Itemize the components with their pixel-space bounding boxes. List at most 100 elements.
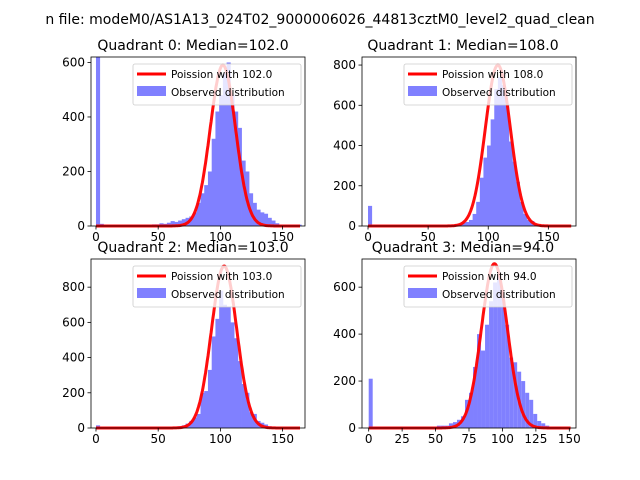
- histogram-bar: [241, 383, 246, 428]
- legend-bar-label: Observed distribution: [171, 289, 285, 301]
- histogram-bar: [263, 213, 269, 226]
- y-tick-label: 400: [62, 351, 85, 365]
- x-tick-label: 100: [477, 230, 500, 244]
- legend-line-label: Poission with 102.0: [171, 69, 272, 81]
- histogram-bar: [249, 412, 254, 428]
- subplot-quadrant-1: Quadrant 1: Median=108.0 0 50 100 150 0 200 40…: [333, 38, 577, 244]
- y-tick-label: 600: [62, 315, 85, 329]
- x-tick-label: 0: [364, 230, 372, 244]
- histogram-bar: [219, 290, 224, 428]
- x-tick-label: 150: [537, 230, 560, 244]
- histogram-bar: [260, 212, 265, 226]
- legend-box: [132, 63, 302, 106]
- y-tick-label: 0: [348, 421, 356, 435]
- histogram-bar: [526, 219, 531, 226]
- y-tick-label: 0: [77, 421, 85, 435]
- x-tick-label: 0: [365, 432, 373, 446]
- histogram-bar: [237, 361, 242, 428]
- figure-suptitle: n file: modeM0/AS1A13_024T02_9000006026_…: [45, 12, 594, 28]
- histogram-bar: [222, 304, 227, 428]
- histogram-bar: [204, 185, 209, 226]
- x-tick-label: 100: [491, 432, 514, 446]
- x-tick-label: 150: [558, 432, 581, 446]
- y-tick-label: 600: [333, 98, 356, 112]
- histogram-bar: [481, 350, 486, 428]
- legend-bar-swatch: [408, 86, 437, 96]
- subplot-title: Quadrant 3: Median=94.0: [372, 240, 554, 256]
- histogram-bar: [241, 160, 246, 226]
- legend-bar-swatch: [137, 86, 166, 96]
- histogram-bar: [207, 369, 213, 428]
- histogram-bar: [207, 171, 213, 226]
- histogram-bar: [267, 217, 272, 226]
- histogram-bar: [219, 95, 224, 226]
- histogram-bar: [200, 392, 205, 428]
- x-tick-label: 100: [209, 432, 232, 446]
- subplot-quadrant-2: Quadrant 2: Median=103.0 0 50 100 150 0 200 40…: [62, 240, 306, 446]
- histogram-bar: [537, 420, 542, 428]
- legend: Poission with 102.0 Observed distribution: [132, 63, 302, 106]
- histogram-bar: [497, 77, 502, 227]
- legend: Poission with 94.0 Observed distribution: [403, 265, 573, 308]
- histogram-bar: [204, 391, 209, 428]
- histogram-bar: [501, 85, 506, 226]
- y-tick-label: 0: [348, 219, 356, 233]
- subplot-title: Quadrant 1: Median=108.0: [367, 38, 558, 54]
- histogram-bar: [196, 202, 201, 226]
- histogram-bar: [493, 282, 498, 428]
- histogram-bar: [509, 357, 514, 428]
- histogram-bar: [222, 73, 227, 226]
- histogram-bar: [196, 413, 201, 428]
- legend-box: [403, 265, 573, 308]
- subplot-title: Quadrant 0: Median=102.0: [97, 38, 288, 54]
- histogram-bar: [230, 322, 235, 429]
- histogram-bar: [485, 324, 490, 428]
- histogram-bar: [476, 201, 481, 226]
- histogram-bar: [256, 209, 261, 226]
- histogram-bar: [252, 202, 257, 226]
- histogram-bar: [523, 213, 528, 226]
- y-tick-label: 800: [62, 280, 85, 294]
- histogram-bar: [226, 306, 231, 428]
- subplot-title: Quadrant 2: Median=103.0: [97, 240, 288, 256]
- histogram-bar: [181, 219, 186, 226]
- histogram-bar: [505, 324, 510, 428]
- histogram-bar: [368, 378, 373, 428]
- subplot-quadrant-0: Quadrant 0: Median=102.0 0 50 100 150 0 200 40…: [62, 38, 306, 244]
- histogram-bar: [490, 119, 495, 226]
- histogram-bar: [513, 362, 518, 428]
- histogram-bar: [189, 216, 194, 226]
- histogram-bar: [95, 57, 101, 226]
- x-tick-label: 25: [394, 432, 409, 446]
- x-tick-label: 75: [461, 432, 476, 446]
- histogram-bar: [215, 318, 220, 428]
- axes-frame: [90, 258, 306, 429]
- histogram-bar: [497, 275, 502, 428]
- legend-bar-label: Observed distribution: [442, 289, 556, 301]
- histogram-bar: [501, 296, 506, 428]
- histogram-bar: [479, 177, 484, 226]
- x-tick-label: 0: [92, 230, 100, 244]
- histogram-bar: [472, 213, 477, 226]
- histogram-bar: [234, 338, 239, 428]
- histogram-bar: [494, 89, 499, 226]
- legend-bar-swatch: [408, 288, 437, 298]
- histogram-bar: [465, 221, 470, 226]
- histogram-bar: [226, 62, 231, 227]
- histogram-bar: [193, 212, 198, 226]
- histogram-bar: [512, 161, 517, 226]
- x-tick-label: 150: [271, 230, 294, 244]
- y-tick-label: 200: [333, 179, 356, 193]
- x-tick-label: 50: [420, 230, 435, 244]
- legend: Poission with 103.0 Observed distribution: [132, 265, 302, 308]
- y-tick-label: 600: [333, 280, 356, 294]
- histogram-bar: [174, 221, 179, 226]
- legend-bar-label: Observed distribution: [171, 87, 285, 99]
- histogram-bar: [211, 138, 216, 226]
- histogram-bar: [483, 157, 488, 226]
- y-tick-label: 200: [62, 164, 85, 178]
- histogram-bar: [487, 145, 492, 226]
- histogram-bar: [448, 423, 453, 428]
- histogram-bar: [200, 193, 205, 226]
- x-tick-label: 50: [151, 230, 166, 244]
